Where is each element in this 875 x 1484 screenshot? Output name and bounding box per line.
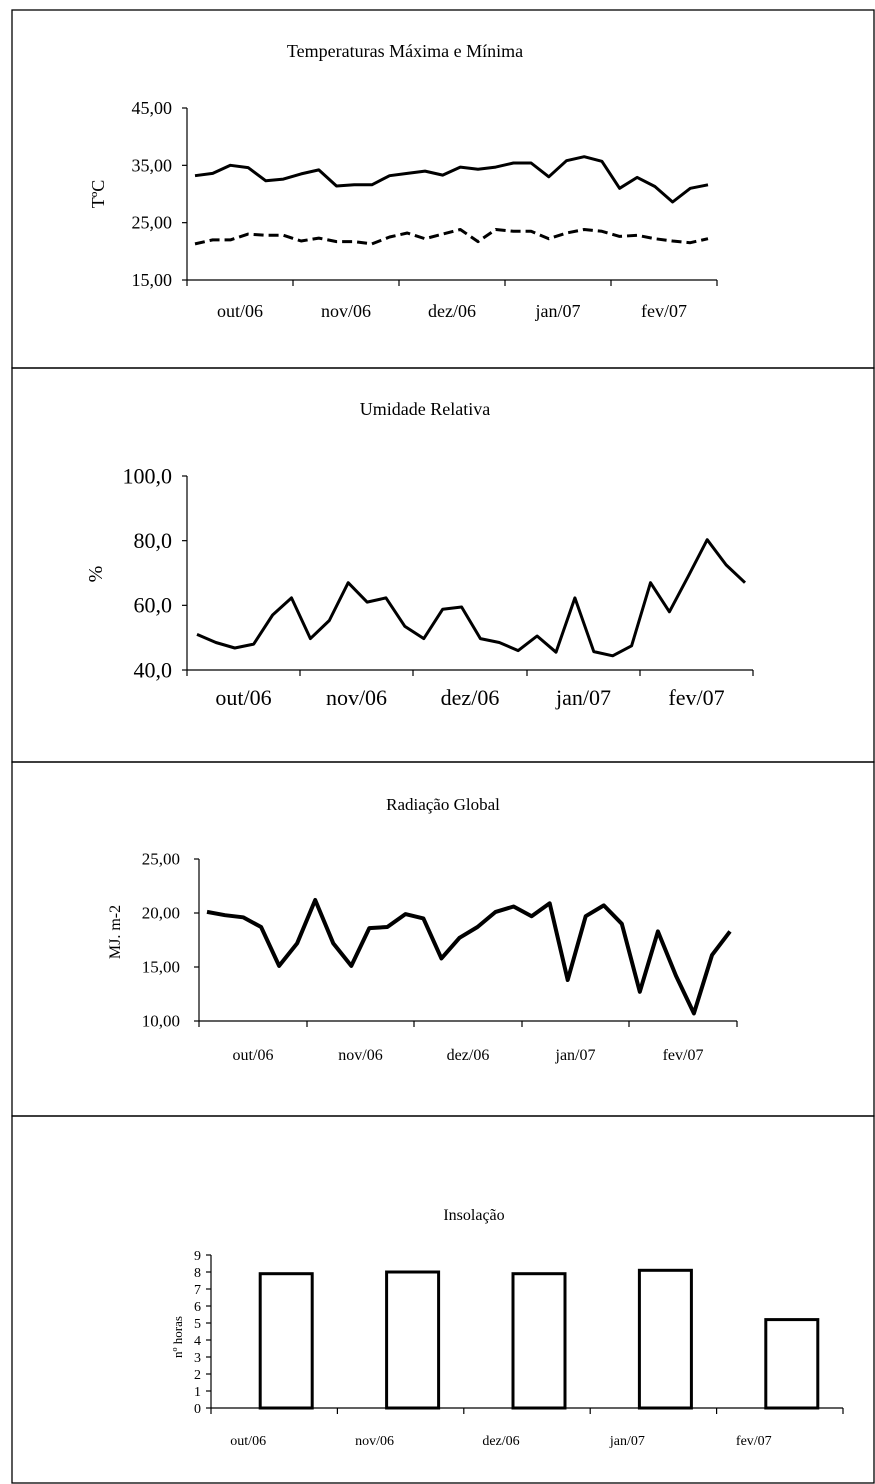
- humidity-y-tick-label: 80,0: [134, 528, 173, 553]
- insolation-y-tick-label: 4: [194, 1334, 201, 1349]
- humidity-x-tick-label: dez/06: [441, 685, 500, 710]
- radiation-axes: [198, 859, 737, 1022]
- insolation-y-axis-label: nº horas: [170, 1316, 185, 1358]
- insolation-y-tick-label: 0: [194, 1402, 201, 1417]
- temperature-x-tick-label: jan/07: [535, 301, 581, 321]
- insolation-y-tick-label: 2: [194, 1368, 201, 1383]
- temperature-y-tick-label: 25,00: [132, 213, 173, 233]
- insolation-y-tick-label: 1: [194, 1385, 201, 1400]
- panel-radiation: Radiação Global MJ. m-2 25,00 20,00 15,00 1…: [11, 761, 875, 1117]
- insolation-bar: [637, 1268, 693, 1410]
- insolation-x-tick-label: jan/07: [609, 1434, 645, 1449]
- panel-insolation-frame: [11, 1115, 875, 1484]
- panel-humidity: Umidade Relativa % 100,0 80,0 60,0 40,0 out…: [11, 367, 875, 763]
- insolation-y-tick-label: 7: [194, 1283, 201, 1298]
- radiation-series: [206, 898, 732, 1016]
- insolation-x-tick-label: out/06: [230, 1434, 266, 1449]
- humidity-series: [196, 538, 747, 658]
- temperature-y-ticks: 45,00 35,00 25,00 15,00: [132, 98, 187, 290]
- temperature-x-tick-label: fev/07: [641, 301, 687, 321]
- insolation-x-tick-label: fev/07: [736, 1434, 772, 1449]
- insolation-y-tick-label: 9: [194, 1249, 201, 1264]
- temperature-axes: [186, 108, 717, 281]
- radiation-y-axis-label: MJ. m-2: [107, 905, 124, 959]
- humidity-y-tick-label: 100,0: [123, 463, 173, 488]
- radiation-x-tick-label: nov/06: [338, 1047, 382, 1064]
- insolation-x-tick-label: nov/06: [355, 1434, 394, 1449]
- humidity-x-tick-label: jan/07: [555, 685, 611, 710]
- humidity-y-axis-label: %: [85, 566, 107, 583]
- insolation-axes: [210, 1255, 843, 1409]
- humidity-x-tick-label: nov/06: [326, 685, 387, 710]
- insolation-bar: [385, 1270, 441, 1410]
- radiation-y-tick-label: 10,00: [142, 1012, 180, 1031]
- insolation-bars: [258, 1268, 820, 1410]
- insolation-bar: [258, 1272, 314, 1410]
- humidity-y-ticks: 100,0 80,0 60,0 40,0: [123, 463, 187, 682]
- panel-temperature: Temperaturas Máxima e Mínima TºC 45,00 35…: [11, 9, 875, 369]
- humidity-x-tick-label: out/06: [215, 685, 271, 710]
- humidity-chart-title: Umidade Relativa: [360, 399, 490, 419]
- insolation-bar: [764, 1318, 820, 1410]
- radiation-chart-title: Radiação Global: [386, 795, 500, 814]
- temperature-series: [194, 155, 709, 246]
- insolation-y-tick-label: 3: [194, 1351, 201, 1366]
- humidity-axes: [186, 476, 753, 671]
- humidity-x-tick-label: fev/07: [668, 685, 724, 710]
- radiation-x-tick-label: fev/07: [663, 1047, 704, 1064]
- radiation-y-tick-label: 15,00: [142, 958, 180, 977]
- insolation-bar: [511, 1272, 567, 1410]
- temperature-y-tick-label: 15,00: [132, 270, 173, 290]
- temperature-series-line-2: [194, 228, 709, 246]
- temperature-y-axis-label: TºC: [88, 180, 108, 209]
- insolation-chart-title: Insolação: [443, 1207, 504, 1224]
- insolation-y-ticks: 9 8 7 6 5 4 3 2 1 0: [194, 1249, 211, 1417]
- insolation-y-tick-label: 5: [194, 1317, 201, 1332]
- radiation-y-tick-label: 20,00: [142, 904, 180, 923]
- humidity-y-tick-label: 60,0: [134, 593, 173, 618]
- insolation-x-tick-label: dez/06: [482, 1434, 519, 1449]
- temperature-series-line-1: [194, 155, 709, 204]
- insolation-y-tick-label: 6: [194, 1300, 201, 1315]
- humidity-y-tick-label: 40,0: [134, 657, 173, 682]
- radiation-y-tick-label: 25,00: [142, 850, 180, 869]
- radiation-y-ticks: 25,00 20,00 15,00 10,00: [142, 850, 199, 1031]
- temperature-x-tick-label: nov/06: [321, 301, 371, 321]
- panel-insolation: Insolação nº horas 9 8 7 6 5 4 3 2 1 0 out/06 nov/…: [11, 1115, 875, 1484]
- temperature-chart-title: Temperaturas Máxima e Mínima: [287, 41, 523, 61]
- radiation-x-tick-label: out/06: [233, 1047, 274, 1064]
- humidity-series-line-1: [196, 538, 747, 658]
- panel-radiation-frame: [11, 761, 875, 1117]
- insolation-y-tick-label: 8: [194, 1266, 201, 1281]
- radiation-x-ticks: out/06 nov/06 dez/06 jan/07 fev/07: [198, 1021, 738, 1064]
- temperature-y-tick-label: 45,00: [132, 98, 173, 118]
- temperature-x-tick-label: dez/06: [428, 301, 476, 321]
- insolation-x-ticks: out/06 nov/06 dez/06 jan/07 fev/07: [210, 1408, 844, 1449]
- radiation-x-tick-label: dez/06: [447, 1047, 490, 1064]
- radiation-x-tick-label: jan/07: [555, 1047, 596, 1064]
- temperature-x-ticks: out/06 nov/06 dez/06 jan/07 fev/07: [186, 280, 718, 321]
- humidity-x-ticks: out/06 nov/06 dez/06 jan/07 fev/07: [186, 670, 754, 710]
- radiation-series-line-1: [206, 898, 732, 1016]
- temperature-x-tick-label: out/06: [217, 301, 263, 321]
- temperature-y-tick-label: 35,00: [132, 155, 173, 175]
